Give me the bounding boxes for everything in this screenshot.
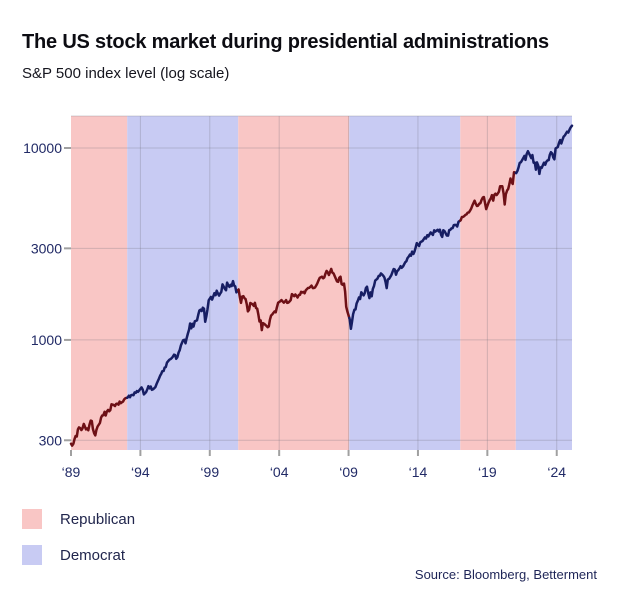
x-axis-label: ‘24 [547, 464, 566, 480]
source-attribution: Source: Bloomberg, Betterment [414, 567, 597, 582]
era-band-democrat [349, 116, 461, 450]
sp500-line-republican [236, 267, 351, 332]
legend-item-democrat: Democrat [22, 545, 135, 565]
republican-color-swatch [22, 509, 42, 529]
chart-legend: Republican Democrat [22, 509, 135, 581]
y-axis-label: 1000 [31, 332, 62, 348]
y-axis-label: 10000 [23, 140, 62, 156]
era-band-republican [238, 116, 350, 450]
era-band-republican [71, 116, 128, 450]
sp500-line-republican [459, 170, 518, 222]
chart-title: The US stock market during presidential … [22, 31, 549, 53]
legend-label-democrat: Democrat [60, 546, 126, 564]
sp500-line-republican [69, 396, 129, 447]
x-axis-label: ‘04 [270, 464, 289, 480]
sp500-line-democrat [125, 279, 240, 399]
era-band-republican [460, 116, 516, 450]
x-axis-label: ‘09 [339, 464, 358, 480]
y-axis-label: 3000 [31, 240, 62, 256]
era-band-democrat [127, 116, 239, 450]
y-axis-label: 300 [39, 432, 63, 448]
era-band-democrat [515, 116, 572, 450]
legend-item-republican: Republican [22, 509, 135, 529]
democrat-color-swatch [22, 545, 42, 565]
x-axis-label: ‘14 [409, 464, 428, 480]
x-axis-label: ‘19 [478, 464, 497, 480]
x-axis-label: ‘99 [200, 464, 219, 480]
sp500-line-democrat [514, 124, 574, 176]
legend-label-republican: Republican [60, 510, 136, 528]
chart-subtitle: S&P 500 index level (log scale) [22, 65, 230, 82]
x-axis-label: ‘94 [131, 464, 150, 480]
x-axis-label: ‘89 [62, 464, 81, 480]
sp500-line-democrat [348, 219, 462, 331]
